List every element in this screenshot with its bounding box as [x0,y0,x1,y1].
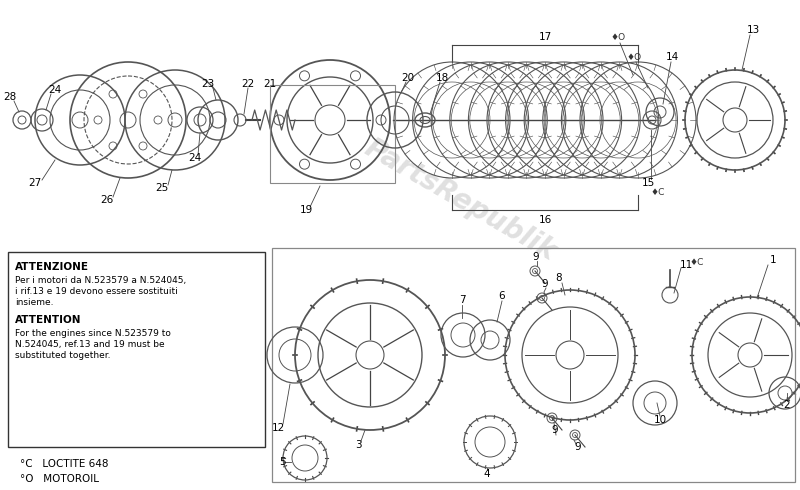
Text: 24: 24 [188,153,202,163]
Text: 12: 12 [271,423,285,433]
Bar [8,252,265,447]
Text: 25: 25 [155,183,169,193]
Text: 10: 10 [654,415,666,425]
Text: 4: 4 [484,469,490,479]
Text: 18: 18 [435,73,449,83]
Text: 6: 6 [498,291,506,301]
Text: 27: 27 [28,178,42,188]
Text: 22: 22 [242,79,254,89]
Text: ♦C: ♦C [651,188,665,196]
Text: 28: 28 [3,92,17,102]
Text: 17: 17 [538,32,552,42]
Text: 9: 9 [533,252,539,262]
Text: 13: 13 [746,25,760,35]
Text: °O   MOTOROIL: °O MOTOROIL [20,474,99,484]
Text: 16: 16 [538,215,552,225]
Text: N.524045, ref.13 and 19 must be: N.524045, ref.13 and 19 must be [15,340,165,349]
Text: ATTENZIONE: ATTENZIONE [15,262,89,272]
Text: 23: 23 [202,79,214,89]
Text: 11: 11 [679,260,693,270]
Text: 3: 3 [354,440,362,450]
Text: 1: 1 [770,255,776,265]
Text: ♦O: ♦O [610,32,626,42]
Text: ♦C: ♦C [690,258,704,267]
Text: For the engines since N.523579 to: For the engines since N.523579 to [15,329,171,338]
Text: PartsRepublik: PartsRepublik [359,134,561,266]
Text: 8: 8 [556,273,562,283]
Text: 9: 9 [542,279,548,289]
Text: Per i motori da N.523579 a N.524045,: Per i motori da N.523579 a N.524045, [15,276,186,285]
Text: 14: 14 [666,52,678,62]
Text: 24: 24 [48,85,62,95]
Text: 15: 15 [642,178,654,188]
Text: 7: 7 [458,295,466,305]
Text: °C   LOCTITE 648: °C LOCTITE 648 [20,459,109,469]
Text: 9: 9 [574,442,582,452]
Text: insieme.: insieme. [15,298,54,307]
Text: ATTENTION: ATTENTION [15,315,82,325]
Text: 20: 20 [402,73,414,83]
Text: ♦O: ♦O [626,52,642,62]
Bar [272,248,795,482]
Text: 9: 9 [552,425,558,435]
Bar [270,85,395,183]
Text: 2: 2 [784,400,790,410]
Text: 5: 5 [280,457,286,467]
Text: i rif.13 e 19 devono essere sostituiti: i rif.13 e 19 devono essere sostituiti [15,287,178,296]
Text: 19: 19 [299,205,313,215]
Text: 26: 26 [100,195,114,205]
Text: substituted together.: substituted together. [15,351,110,360]
Text: 21: 21 [263,79,277,89]
